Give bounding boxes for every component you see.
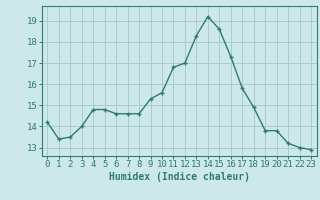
X-axis label: Humidex (Indice chaleur): Humidex (Indice chaleur) [109, 172, 250, 182]
